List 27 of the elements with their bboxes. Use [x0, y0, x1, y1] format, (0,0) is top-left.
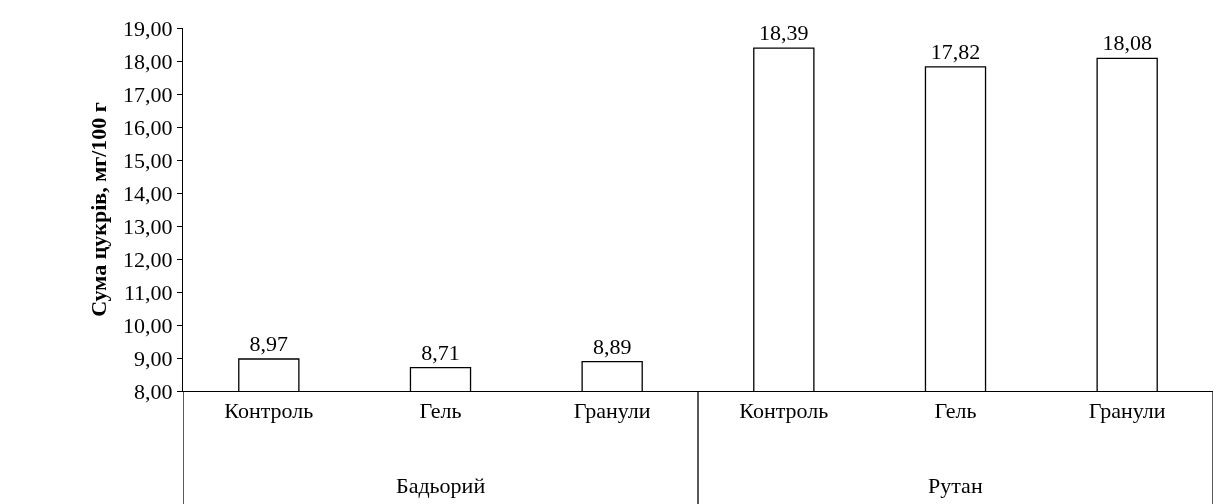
- data-label: 17,82: [930, 38, 981, 64]
- text: Бадьорий: [396, 473, 486, 498]
- x-tick-label: Гранули: [573, 398, 651, 424]
- x-tick-label: Гранули: [1088, 398, 1166, 424]
- data-label: 8,89: [592, 333, 632, 359]
- y-tick-label: 15,00: [123, 147, 173, 173]
- data-label: 8,71: [421, 339, 460, 365]
- y-axis-title: Сума цукрів, мг/100 г: [85, 102, 111, 317]
- data-label: 8,97: [249, 330, 289, 356]
- y-tick-label: 18,00: [123, 48, 173, 74]
- y-tick-label: 8,00: [134, 378, 173, 404]
- y-tick-label: 10,00: [123, 312, 173, 338]
- y-tick-label: 13,00: [123, 213, 173, 239]
- y-tick-label: 17,00: [123, 81, 173, 107]
- x-tick-label: Контроль: [739, 398, 829, 424]
- y-tick-label: 12,00: [123, 246, 173, 272]
- y-tick-label: 14,00: [123, 180, 173, 206]
- y-tick-label: 16,00: [123, 114, 173, 140]
- y-tick-label: 19,00: [123, 15, 173, 41]
- data-label: 18,39: [759, 20, 809, 46]
- text: Рутан: [928, 473, 983, 498]
- x-tick-label: Контроль: [224, 398, 314, 424]
- y-tick-label: 9,00: [134, 345, 173, 371]
- data-label: 18,08: [1102, 30, 1152, 56]
- y-tick-label: 11,00: [123, 279, 173, 305]
- x-tick-label: Гель: [419, 398, 462, 424]
- x-tick-label: Гель: [934, 398, 977, 424]
